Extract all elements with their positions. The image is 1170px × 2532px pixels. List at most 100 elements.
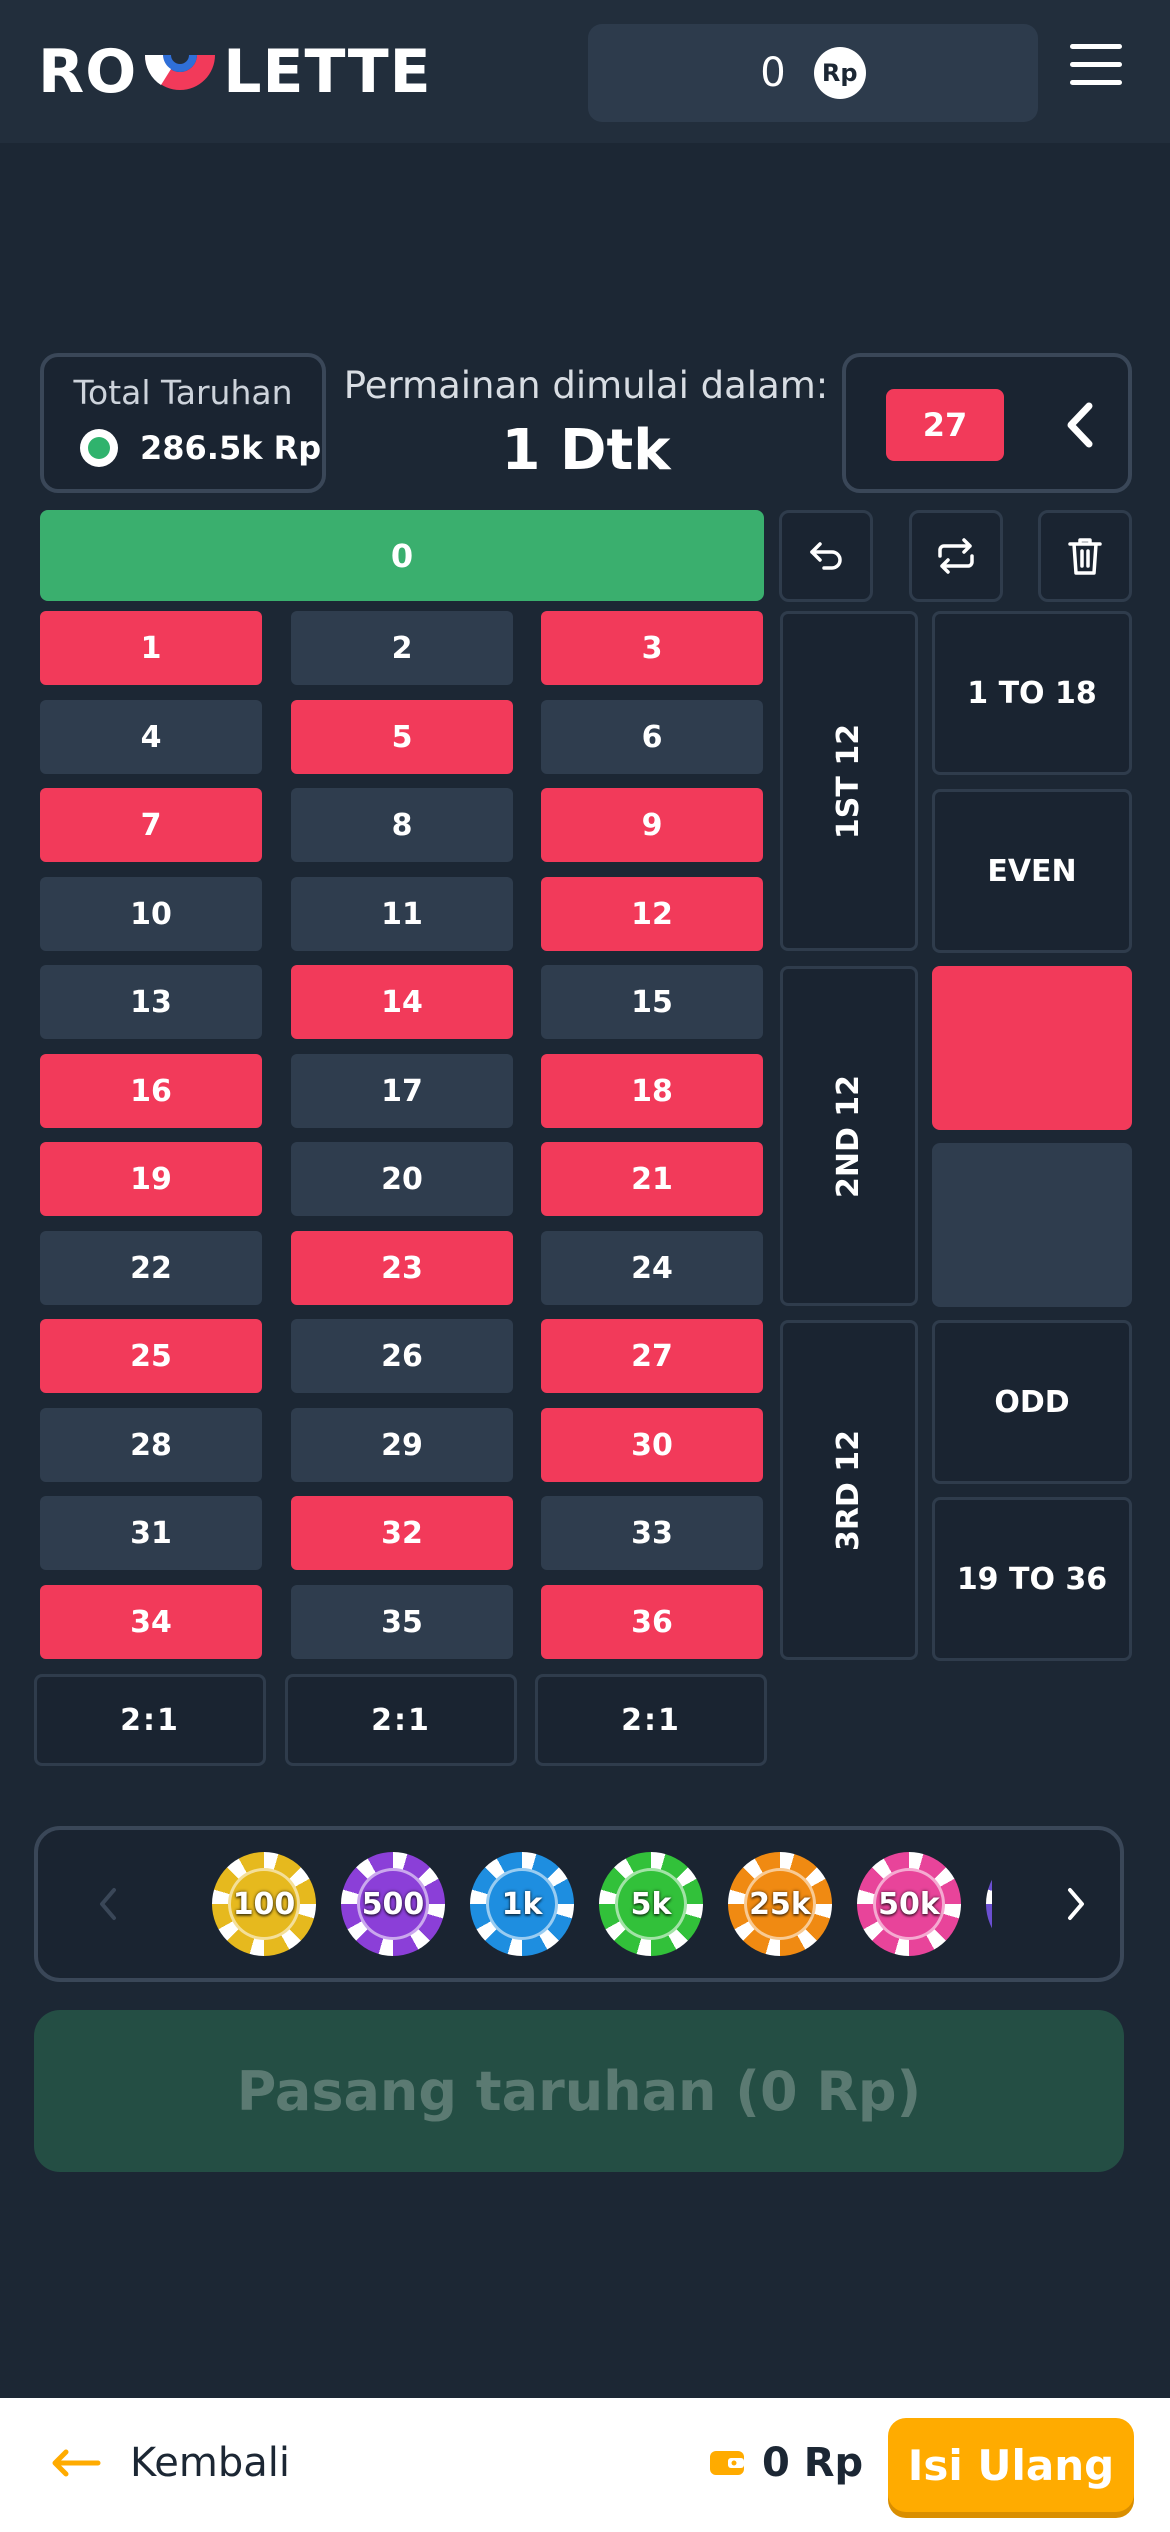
last-result-number: 27 [886, 389, 1004, 461]
topup-button[interactable]: Isi Ulang [888, 2418, 1134, 2512]
chip-50k[interactable]: 50k [857, 1852, 961, 1956]
number-19[interactable]: 19 [40, 1142, 262, 1216]
hamburger-menu-icon[interactable] [1070, 44, 1122, 88]
dozen-second-label: 2ND 12 [831, 1074, 867, 1198]
chip-500[interactable]: 500 [341, 1852, 445, 1956]
last-result-panel: 27 [842, 353, 1132, 493]
game-start-label: Permainan dimulai dalam: [343, 364, 829, 407]
dozen-first[interactable]: 1ST 12 [780, 611, 918, 951]
number-6[interactable]: 6 [541, 700, 763, 774]
chip-selector: 100 500 1k 5k 25k 50k [34, 1826, 1124, 1982]
number-11[interactable]: 11 [291, 877, 513, 951]
clear-bets-button[interactable] [1038, 510, 1132, 602]
footer-balance-value: 0 Rp [762, 2440, 864, 2486]
chip-label: 50k [878, 1886, 940, 1922]
top-bar: RO LETTE 0 Rp [0, 0, 1170, 143]
number-33[interactable]: 33 [541, 1496, 763, 1570]
number-22[interactable]: 22 [40, 1231, 262, 1305]
number-26[interactable]: 26 [291, 1319, 513, 1393]
chip-more[interactable] [986, 1852, 992, 1956]
balance-display[interactable]: 0 Rp [588, 24, 1038, 122]
number-10[interactable]: 10 [40, 877, 262, 951]
total-bet-value: 286.5k Rp [140, 429, 322, 467]
wallet-icon [710, 2451, 744, 2475]
number-8[interactable]: 8 [291, 788, 513, 862]
chip-label: 25k [749, 1886, 811, 1922]
number-zero[interactable]: 0 [40, 510, 764, 601]
chip-label: 1k [501, 1886, 543, 1922]
chip-25k[interactable]: 25k [728, 1852, 832, 1956]
column-bet-1[interactable]: 2:1 [34, 1674, 266, 1766]
number-9[interactable]: 9 [541, 788, 763, 862]
chevron-left-icon[interactable] [78, 1872, 138, 1936]
number-24[interactable]: 24 [541, 1231, 763, 1305]
bet-odd[interactable]: ODD [932, 1320, 1132, 1484]
bet-high[interactable]: 19 TO 36 [932, 1497, 1132, 1661]
number-1[interactable]: 1 [40, 611, 262, 685]
status-dot-icon [80, 429, 118, 467]
number-14[interactable]: 14 [291, 965, 513, 1039]
undo-button[interactable] [779, 510, 873, 602]
total-bet-label: Total Taruhan [73, 373, 293, 412]
logo-text-left: RO [38, 37, 138, 107]
chip-1k[interactable]: 1k [470, 1852, 574, 1956]
number-28[interactable]: 28 [40, 1408, 262, 1482]
number-32[interactable]: 32 [291, 1496, 513, 1570]
number-36[interactable]: 36 [541, 1585, 763, 1659]
trash-icon [1068, 538, 1102, 575]
chip-track: 100 500 1k 5k 25k 50k [172, 1830, 992, 1978]
number-21[interactable]: 21 [541, 1142, 763, 1216]
number-31[interactable]: 31 [40, 1496, 262, 1570]
logo-text-right: LETTE [223, 37, 432, 107]
arrow-left-icon [52, 2449, 101, 2477]
number-34[interactable]: 34 [40, 1585, 262, 1659]
bet-even[interactable]: EVEN [932, 789, 1132, 953]
chip-label: 5k [630, 1886, 672, 1922]
chip-label: 500 [361, 1886, 425, 1922]
number-23[interactable]: 23 [291, 1231, 513, 1305]
bet-black[interactable] [932, 1143, 1132, 1307]
number-4[interactable]: 4 [40, 700, 262, 774]
number-15[interactable]: 15 [541, 965, 763, 1039]
bet-low[interactable]: 1 TO 18 [932, 611, 1132, 775]
place-bet-button[interactable]: Pasang taruhan (0 Rp) [34, 2010, 1124, 2172]
balance-value: 0 [760, 50, 786, 96]
dozen-third-label: 3RD 12 [831, 1429, 867, 1551]
number-7[interactable]: 7 [40, 788, 262, 862]
bottom-bar: Kembali 0 Rp Isi Ulang [0, 2398, 1170, 2532]
dozen-first-label: 1ST 12 [831, 723, 867, 839]
number-2[interactable]: 2 [291, 611, 513, 685]
number-5[interactable]: 5 [291, 700, 513, 774]
back-button[interactable]: Kembali [50, 2428, 290, 2498]
dozen-second[interactable]: 2ND 12 [780, 966, 918, 1306]
number-18[interactable]: 18 [541, 1054, 763, 1128]
chevron-left-icon[interactable] [1046, 387, 1112, 463]
chevron-right-icon[interactable] [1046, 1872, 1106, 1936]
bet-red[interactable] [932, 966, 1132, 1130]
repeat-button[interactable] [909, 510, 1003, 602]
number-27[interactable]: 27 [541, 1319, 763, 1393]
number-16[interactable]: 16 [40, 1054, 262, 1128]
number-12[interactable]: 12 [541, 877, 763, 951]
repeat-icon [938, 538, 974, 574]
chip-100[interactable]: 100 [212, 1852, 316, 1956]
roulette-wheel-icon [141, 42, 219, 90]
dozen-third[interactable]: 3RD 12 [780, 1320, 918, 1660]
column-bet-2[interactable]: 2:1 [285, 1674, 517, 1766]
chip-5k[interactable]: 5k [599, 1852, 703, 1956]
number-30[interactable]: 30 [541, 1408, 763, 1482]
number-17[interactable]: 17 [291, 1054, 513, 1128]
number-13[interactable]: 13 [40, 965, 262, 1039]
number-25[interactable]: 25 [40, 1319, 262, 1393]
countdown-timer: 1 Dtk [501, 418, 671, 483]
undo-icon [810, 542, 842, 570]
chip-label: 100 [232, 1886, 296, 1922]
number-35[interactable]: 35 [291, 1585, 513, 1659]
number-3[interactable]: 3 [541, 611, 763, 685]
footer-balance: 0 Rp [708, 2428, 863, 2498]
column-bet-3[interactable]: 2:1 [535, 1674, 767, 1766]
number-20[interactable]: 20 [291, 1142, 513, 1216]
roulette-logo: RO LETTE [38, 36, 432, 108]
number-29[interactable]: 29 [291, 1408, 513, 1482]
rupiah-icon: Rp [813, 47, 866, 99]
